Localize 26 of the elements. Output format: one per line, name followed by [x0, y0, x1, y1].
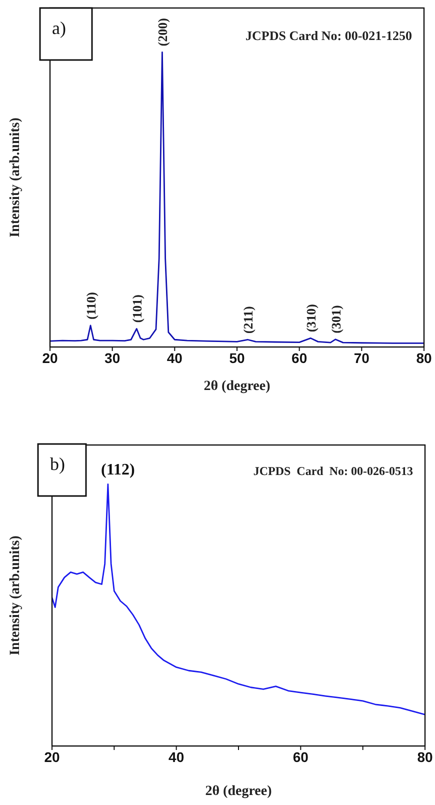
y-axis-title: Intensity (arb.units): [8, 535, 23, 656]
text: JCPDS Card No: 00-026-0513: [253, 464, 413, 478]
annotation: (310): [304, 304, 319, 332]
x-tick-label: 20: [44, 748, 60, 765]
y-axis-title: Intensity (arb.units): [8, 117, 23, 238]
x-tick-label: 50: [229, 350, 245, 366]
x-tick-label: 80: [416, 350, 432, 366]
x-tick-label: 60: [292, 350, 308, 366]
annotation: (112): [101, 461, 135, 478]
x-axis-title: 2θ (degree): [204, 379, 271, 394]
x-tick-label: 70: [354, 350, 370, 366]
annotation: (301): [328, 305, 344, 334]
x-tick-label: 30: [104, 350, 120, 366]
annotation: (101): [130, 294, 145, 323]
x-tick-label: 40: [166, 350, 183, 366]
x-tick-label: 80: [417, 748, 433, 765]
annotation: (110): [84, 292, 99, 320]
x-tick-label: 40: [168, 748, 184, 765]
text: JCPDS Card No: 00-021-1250: [246, 28, 412, 43]
annotation: (200): [155, 18, 170, 46]
annotation: (211): [240, 306, 256, 334]
x-axis-title: 2θ (degree): [205, 784, 272, 799]
text: a): [52, 18, 66, 38]
x-tick-label: 20: [42, 350, 58, 366]
text: b): [50, 454, 65, 474]
x-tick-label: 60: [292, 748, 309, 765]
